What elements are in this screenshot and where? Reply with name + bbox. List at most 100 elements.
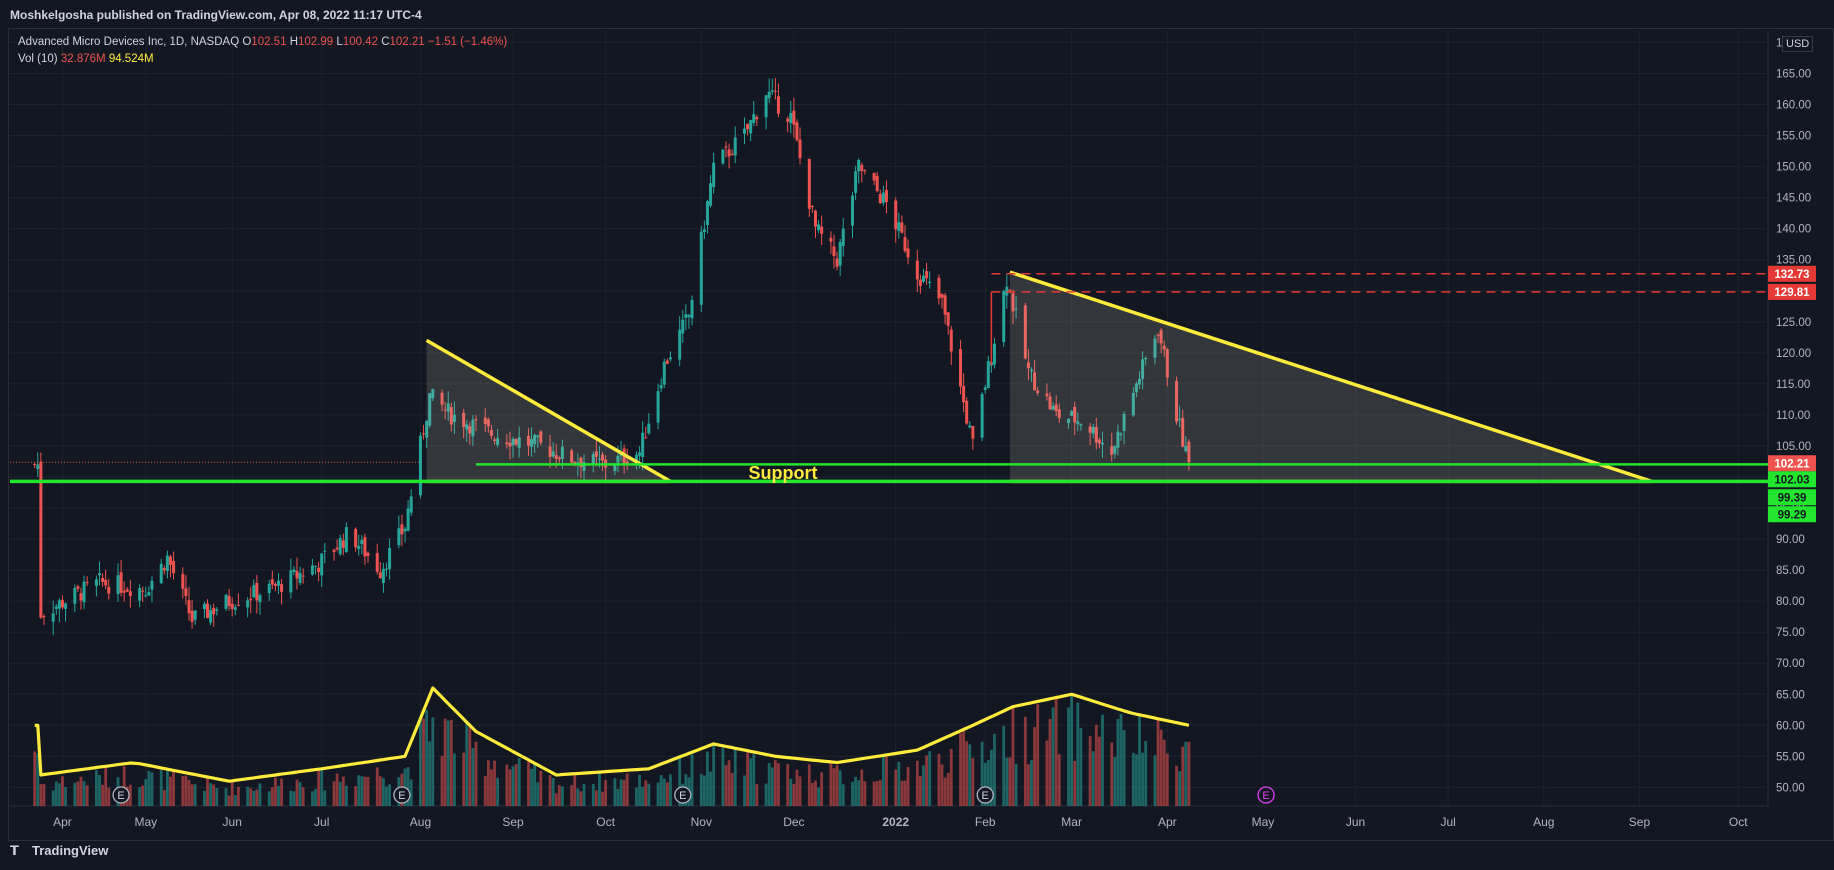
volume-bar bbox=[709, 771, 712, 806]
candle-body bbox=[310, 565, 314, 575]
volume-bar bbox=[943, 777, 947, 806]
candle-body bbox=[625, 461, 629, 465]
volume-bar bbox=[863, 781, 867, 806]
candle-body bbox=[1178, 418, 1182, 420]
volume-bar bbox=[993, 733, 996, 806]
price-tag-label: 99.39 bbox=[1778, 492, 1807, 504]
volume-bar bbox=[298, 781, 302, 806]
candle-body bbox=[894, 200, 898, 230]
x-tick-label: Jul bbox=[1440, 815, 1455, 829]
candle-body bbox=[422, 433, 426, 435]
candle-body bbox=[505, 442, 509, 445]
volume-bar bbox=[428, 741, 432, 806]
candle-body bbox=[792, 110, 796, 125]
candle-body bbox=[915, 260, 919, 280]
volume-bar bbox=[897, 761, 901, 806]
candle-body bbox=[647, 423, 651, 434]
candle-body bbox=[97, 573, 101, 576]
volume-bar bbox=[755, 783, 759, 806]
candle-body bbox=[406, 508, 410, 531]
candle-body bbox=[181, 574, 185, 589]
y-tick-label: 85.00 bbox=[1776, 565, 1805, 577]
volume-bar bbox=[885, 755, 888, 806]
price-tag bbox=[1768, 283, 1816, 300]
candle-body bbox=[1048, 396, 1052, 410]
candle-body bbox=[875, 175, 879, 191]
candle-body bbox=[165, 555, 169, 572]
volume-bar bbox=[162, 790, 166, 806]
volume-bar bbox=[573, 774, 577, 806]
volume-bar bbox=[548, 775, 552, 806]
volume-bar bbox=[184, 775, 188, 806]
volume-bar bbox=[665, 782, 669, 806]
candle-body bbox=[1175, 381, 1179, 422]
volume-bar bbox=[388, 784, 391, 806]
volume-bar bbox=[165, 770, 169, 806]
candle-body bbox=[119, 572, 123, 593]
volume-bar bbox=[57, 783, 61, 806]
candle-body bbox=[79, 593, 83, 601]
volume-bar bbox=[104, 766, 108, 806]
candle-body bbox=[431, 389, 435, 399]
volume-bar bbox=[832, 768, 836, 806]
volume-bar bbox=[95, 770, 98, 806]
candle-body bbox=[548, 446, 552, 457]
chart-legend: Advanced Micro Devices Inc, 1D, NASDAQ O… bbox=[18, 34, 507, 68]
symbol-name[interactable]: Advanced Micro Devices Inc, 1D, NASDAQ bbox=[18, 36, 240, 48]
volume-bar bbox=[669, 774, 672, 806]
volume-bar bbox=[1165, 753, 1169, 806]
volume-bar bbox=[42, 783, 46, 806]
volume-bar bbox=[144, 779, 148, 806]
chart-frame[interactable] bbox=[8, 28, 1834, 841]
candle-body bbox=[1187, 441, 1191, 463]
tradingview-brand[interactable]: 𝗧 TradingView bbox=[10, 843, 108, 859]
brand-text: TradingView bbox=[32, 843, 109, 858]
volume-bar bbox=[246, 786, 250, 806]
candle-body bbox=[138, 588, 142, 601]
volume-bar bbox=[468, 724, 472, 806]
volume-bar bbox=[227, 795, 231, 806]
candle-body bbox=[1045, 393, 1049, 397]
candle-body bbox=[493, 439, 497, 441]
change-value: −1.51 (−1.46%) bbox=[427, 36, 508, 48]
volume-bar bbox=[508, 769, 512, 806]
candle-body bbox=[255, 582, 259, 601]
volume-bar bbox=[601, 791, 604, 806]
candle-body bbox=[1138, 378, 1142, 385]
price-tag bbox=[1768, 265, 1816, 282]
candle-body bbox=[820, 226, 824, 234]
volume-bar bbox=[712, 744, 716, 806]
candle-body bbox=[699, 231, 703, 305]
candle-body bbox=[1054, 404, 1058, 412]
candle-body bbox=[1088, 426, 1092, 433]
candle-body bbox=[940, 294, 944, 298]
candle-body bbox=[1002, 291, 1006, 343]
candle-body bbox=[428, 393, 432, 426]
candle-body bbox=[172, 560, 176, 574]
volume-bar bbox=[724, 765, 728, 806]
volume-bar bbox=[881, 756, 885, 806]
volume-bar bbox=[73, 782, 77, 806]
volume-bar bbox=[453, 753, 456, 806]
candle-body bbox=[51, 613, 55, 622]
volume-bar bbox=[662, 778, 666, 806]
y-tick-label: 60.00 bbox=[1776, 720, 1805, 732]
volume-bar bbox=[443, 718, 447, 806]
candle-body bbox=[1110, 446, 1114, 455]
volume-bar bbox=[1073, 760, 1077, 806]
candle-body bbox=[813, 210, 817, 227]
volume-bar bbox=[446, 720, 450, 806]
candle-body bbox=[292, 569, 296, 572]
candle-body bbox=[187, 600, 191, 614]
volume-bar bbox=[1110, 742, 1114, 806]
candle-body bbox=[295, 570, 299, 579]
candle-body bbox=[884, 189, 888, 203]
volume-label[interactable]: Vol (10) bbox=[18, 53, 58, 65]
candle-body bbox=[468, 426, 472, 434]
volume-bar bbox=[1135, 754, 1138, 806]
volume-value: 32.876M bbox=[60, 53, 106, 65]
volume-bar bbox=[190, 784, 194, 806]
volume-bar bbox=[514, 764, 518, 806]
currency-label[interactable]: USD bbox=[1782, 36, 1814, 52]
